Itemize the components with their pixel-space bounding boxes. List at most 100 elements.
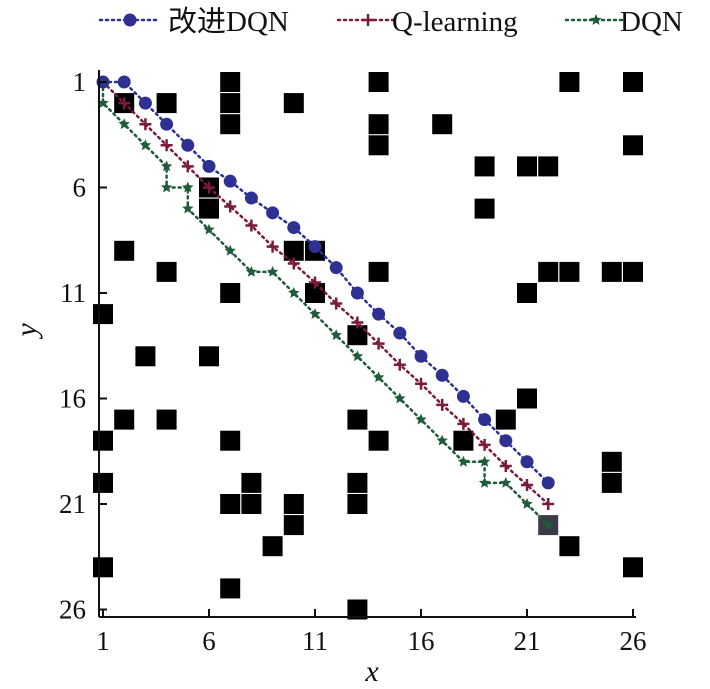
obstacle-cell: [601, 451, 622, 472]
obstacle-cell: [283, 240, 304, 261]
x-tick-label: 6: [202, 626, 216, 656]
legend-label: DQN: [620, 6, 683, 38]
data-point: [542, 519, 554, 530]
data-point: [478, 413, 492, 427]
legend-label: Q-learning: [392, 6, 518, 38]
data-point: [308, 240, 322, 254]
obstacle-cell: [347, 325, 368, 346]
data-point: [457, 455, 470, 467]
y-tick-label: 16: [59, 384, 86, 414]
data-point: [394, 392, 406, 404]
x-tick-label: 16: [408, 626, 435, 656]
obstacle-cell: [538, 156, 559, 177]
y-axis-label: y: [10, 323, 43, 340]
data-point: [372, 371, 385, 383]
series-line: [101, 80, 550, 527]
data-point: [309, 276, 321, 289]
obstacle-cell: [220, 93, 241, 114]
obstacle-cell: [93, 430, 113, 451]
data-point: [541, 476, 555, 490]
obstacle-cell: [283, 93, 304, 114]
data-point: [414, 349, 428, 363]
y-tick-label: 6: [73, 173, 87, 203]
obstacle-cell: [114, 409, 135, 430]
obstacle-cell: [262, 536, 283, 557]
data-point: [245, 219, 258, 232]
data-point: [160, 139, 173, 152]
data-point: [393, 326, 407, 340]
obstacle-cell: [93, 304, 113, 325]
data-point: [224, 244, 236, 256]
data-point: [245, 265, 258, 277]
data-point: [203, 223, 215, 235]
obstacle-cell: [241, 494, 262, 514]
obstacle-cell: [220, 114, 241, 135]
data-point: [117, 75, 131, 89]
obstacle-cell: [220, 578, 241, 599]
obstacle-cell: [283, 494, 304, 514]
data-point: [202, 159, 216, 173]
obstacle-cell: [601, 261, 622, 282]
data-point: [478, 476, 491, 488]
data-point: [118, 118, 130, 130]
data-point: [287, 221, 301, 235]
data-point: [139, 139, 152, 151]
legend-item-dqn: DQN: [564, 6, 683, 38]
data-point: [435, 368, 449, 382]
data-point: [181, 138, 195, 152]
data-point: [520, 455, 534, 469]
data-point: [118, 97, 131, 110]
data-point: [351, 350, 364, 362]
series-q-learning: [97, 76, 555, 510]
data-point: [521, 479, 533, 492]
x-tick-label: 1: [96, 626, 110, 656]
obstacle-cell: [241, 472, 262, 493]
obstacle-cell: [156, 261, 177, 282]
x-axis-label: x: [364, 655, 379, 688]
data-point: [266, 240, 279, 253]
data-point: [203, 181, 215, 194]
data-point: [478, 455, 491, 467]
x-tick-label: 26: [620, 626, 647, 656]
data-point: [456, 389, 470, 403]
data-point: [330, 329, 342, 341]
series-layer: [96, 75, 555, 530]
x-tick-label: 21: [514, 626, 541, 656]
legend-item-improved-dqn: 改进DQN: [98, 5, 289, 38]
data-point: [372, 337, 385, 350]
obstacle-cell: [93, 557, 113, 578]
data-point: [138, 96, 152, 110]
legend: 改进DQN Q-learning DQN: [98, 5, 683, 38]
data-point: [521, 498, 533, 509]
obstacle-cell: [220, 283, 241, 303]
y-tick-label: 1: [73, 67, 87, 97]
obstacle-cell: [623, 261, 643, 282]
data-point: [351, 316, 364, 329]
obstacle-cell: [368, 261, 389, 282]
data-point: [160, 117, 174, 131]
obstacle-cell: [453, 430, 474, 451]
data-point: [436, 398, 449, 411]
series-line: [101, 80, 550, 485]
obstacle-cell: [559, 261, 580, 282]
legend-item-q-learning: Q-learning: [336, 6, 518, 38]
data-point: [500, 476, 512, 488]
obstacle-cell: [347, 409, 368, 430]
obstacle-cell: [495, 409, 516, 430]
data-point: [542, 498, 555, 510]
data-point: [139, 118, 152, 131]
obstacle-cell: [156, 409, 177, 430]
obstacle-cell: [114, 240, 135, 261]
obstacle-cell: [368, 114, 389, 135]
series-line: [101, 80, 550, 506]
data-point: [478, 438, 491, 451]
obstacle-cell: [135, 346, 156, 367]
data-point: [350, 286, 364, 300]
obstacle-cell: [474, 156, 495, 177]
data-point: [160, 160, 173, 172]
y-tick-label: 11: [60, 278, 86, 308]
legend-marker: [590, 14, 602, 25]
legend-marker: [123, 13, 137, 27]
obstacle-cell: [347, 472, 368, 493]
obstacle-cell: [220, 430, 241, 451]
